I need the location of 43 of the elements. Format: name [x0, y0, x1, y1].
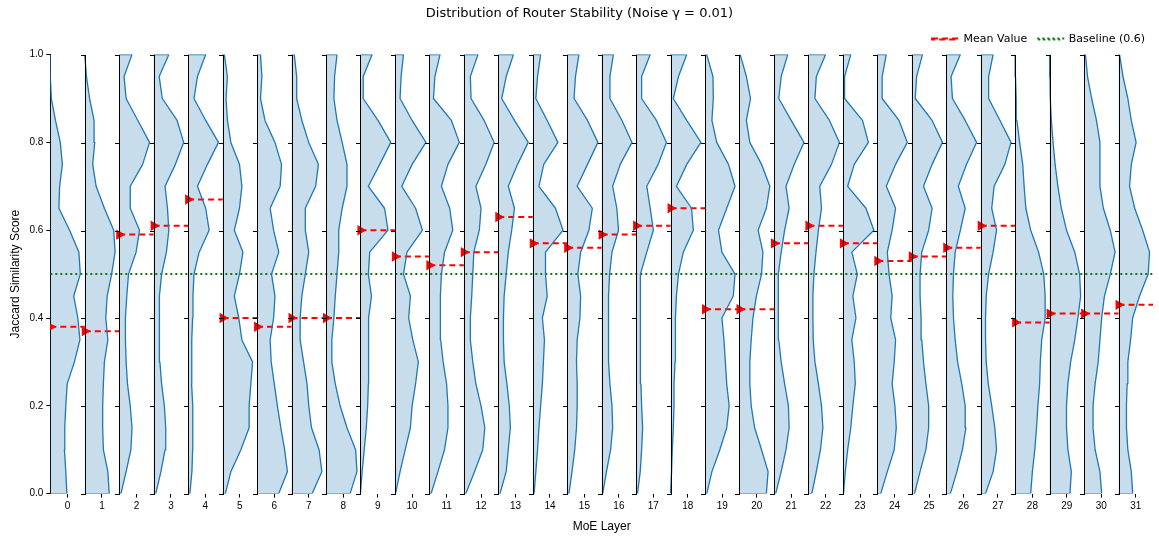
y-tick-label: 0.2 — [29, 399, 44, 411]
x-tick-label: 14 — [544, 500, 556, 512]
x-tick-label: 0 — [64, 500, 71, 512]
x-tick-label: 6 — [271, 500, 278, 512]
x-tick-label: 13 — [509, 500, 522, 512]
y-tick-label: 0.8 — [29, 136, 44, 148]
y-tick-label: 0.4 — [29, 311, 44, 323]
x-tick-label: 26 — [957, 500, 970, 512]
x-tick-label: 25 — [923, 500, 936, 512]
x-axis-title: MoE Layer — [572, 519, 631, 534]
x-tick-label: 2 — [133, 500, 140, 512]
x-tick-label: 1 — [99, 500, 106, 512]
x-tick-label: 3 — [168, 500, 175, 512]
x-tick-label: 20 — [751, 500, 763, 512]
legend-label: Mean Value — [963, 31, 1028, 45]
x-tick-label: 23 — [854, 500, 867, 512]
x-tick-label: 21 — [785, 500, 798, 512]
legend-label: Baseline (0.6) — [1068, 31, 1146, 45]
x-tick-label: 10 — [406, 500, 419, 512]
x-tick-label: 28 — [1026, 500, 1039, 512]
x-tick-label: 12 — [475, 500, 488, 512]
x-tick-label: 19 — [716, 500, 729, 512]
y-tick-label: 0.0 — [29, 487, 44, 499]
x-tick-label: 15 — [578, 500, 591, 512]
y-tick-label: 0.6 — [29, 223, 44, 235]
x-tick-label: 22 — [820, 500, 832, 512]
x-tick-label: 9 — [374, 500, 381, 512]
x-tick-label: 8 — [340, 500, 347, 512]
x-tick-label: 17 — [647, 500, 660, 512]
chart-title: Distribution of Router Stability (Noise γ = 0.01) — [425, 5, 734, 21]
x-tick-label: 24 — [888, 500, 901, 512]
y-axis-title: Jaccard Similarity Score — [7, 209, 22, 339]
x-tick-label: 27 — [992, 500, 1004, 512]
x-tick-label: 16 — [613, 500, 625, 512]
x-tick-label: 31 — [1130, 500, 1142, 512]
x-tick-label: 4 — [202, 500, 209, 512]
x-tick-label: 11 — [441, 500, 453, 512]
x-tick-label: 18 — [682, 500, 694, 512]
x-tick-label: 7 — [305, 500, 312, 512]
y-tick-label: 1.0 — [29, 48, 44, 60]
x-tick-label: 30 — [1095, 500, 1108, 512]
x-tick-label: 5 — [237, 500, 244, 512]
x-tick-label: 29 — [1061, 500, 1073, 512]
